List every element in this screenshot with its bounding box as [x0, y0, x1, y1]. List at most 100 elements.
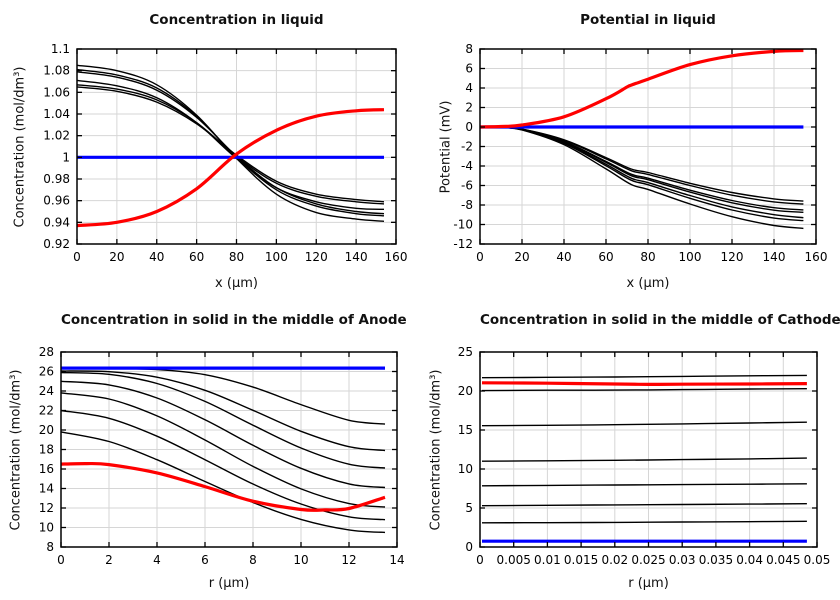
x-tick-label: 0.02 — [601, 553, 628, 567]
tick-labels: 0 20 40 60 80 100 120 140 160 0.92 0.94 0.96 0.98 1 1.… — [43, 42, 407, 264]
chart-potential-in-liquid: 0 20 40 60 80 100 120 140 160 -12 -10 -8 -6 -4 -2 0 2 4 6 8… — [420, 0, 840, 300]
y-tick-label: 1.1 — [51, 42, 70, 56]
y-tick-label: 1.02 — [43, 129, 70, 143]
series-lines — [479, 48, 804, 230]
y-tick-label: 26 — [39, 365, 54, 379]
tick-marks — [76, 48, 397, 245]
y-tick-label: -6 — [461, 179, 473, 193]
chart-concentration-in-liquid: 0 20 40 60 80 100 120 140 160 0.92 0.94 0.96 0.98 1 1.… — [0, 0, 420, 300]
y-tick-label: 15 — [458, 423, 473, 437]
x-tick-label: 80 — [229, 250, 244, 264]
y-tick-label: 0.92 — [43, 237, 70, 251]
series-line-black — [60, 371, 386, 469]
series-line-black — [481, 374, 807, 379]
x-tick-label: 60 — [189, 250, 204, 264]
tick-marks — [479, 351, 818, 548]
chart-title: Concentration in solid in the middle of … — [61, 312, 407, 328]
y-tick-label: 0 — [465, 120, 473, 134]
x-tick-label: 0.05 — [804, 553, 831, 567]
x-tick-label: 40 — [556, 250, 571, 264]
x-tick-label: 8 — [249, 553, 257, 567]
series-line-black — [481, 388, 807, 392]
series-line-black — [479, 126, 804, 202]
y-tick-label: 1.08 — [43, 64, 70, 78]
series-line-black — [76, 86, 385, 203]
x-tick-label: 20 — [514, 250, 529, 264]
chart-concentration-solid-anode: 0 2 4 6 8 10 12 14 8 10 12 14 16 18 20 22 24 26 28 Concent… — [0, 300, 420, 600]
y-tick-label: 8 — [465, 42, 473, 56]
series-line-black — [481, 457, 807, 462]
series-line-red — [76, 108, 385, 228]
series-line-black — [481, 520, 807, 524]
y-tick-label: 12 — [39, 501, 54, 515]
series-line-black — [60, 370, 386, 452]
grid-lines — [60, 351, 398, 548]
x-tick-label: 0.015 — [564, 553, 598, 567]
y-tick-label: 20 — [458, 384, 473, 398]
y-tick-label: -12 — [453, 237, 473, 251]
y-tick-label: -2 — [461, 140, 473, 154]
series-line-black — [76, 68, 385, 217]
series-lines — [76, 64, 385, 228]
y-tick-label: 10 — [39, 521, 54, 535]
x-tick-label: 100 — [679, 250, 702, 264]
plot-potential-in-liquid: 0 20 40 60 80 100 120 140 160 -12 -10 -8 -6 -4 -2 0 2 4 6 8 — [453, 42, 827, 264]
y-axis-label: Concentration (mol/dm³) — [428, 369, 444, 530]
y-tick-label: 22 — [39, 404, 54, 418]
x-axis-label: x (μm) — [626, 276, 670, 291]
series-line-black — [479, 126, 804, 211]
x-axis-label: r (μm) — [628, 576, 669, 591]
x-tick-label: 20 — [109, 250, 124, 264]
y-tick-label: 0.98 — [43, 172, 70, 186]
y-tick-label: 10 — [458, 462, 473, 476]
x-tick-label: 0 — [476, 250, 484, 264]
x-tick-label: 12 — [341, 553, 356, 567]
x-tick-label: 80 — [640, 250, 655, 264]
x-tick-label: 0.025 — [631, 553, 665, 567]
x-tick-label: 0.01 — [534, 553, 561, 567]
series-line-red — [60, 461, 386, 512]
x-tick-label: 6 — [201, 553, 209, 567]
x-tick-label: 140 — [763, 250, 786, 264]
y-tick-label: 28 — [39, 345, 54, 359]
y-tick-label: 6 — [465, 62, 473, 76]
series-line-black — [60, 392, 386, 508]
tick-marks — [479, 48, 817, 245]
x-tick-label: 0.045 — [766, 553, 800, 567]
chart-title: Potential in liquid — [580, 12, 716, 28]
x-tick-label: 140 — [345, 250, 368, 264]
y-tick-label: 1.04 — [43, 107, 70, 121]
y-tick-label: -10 — [453, 218, 473, 232]
series-line-black — [60, 431, 386, 534]
tick-labels: 0 20 40 60 80 100 120 140 160 -12 -10 -8 -6 -4 -2 0 2 4 6 8 — [453, 42, 827, 264]
x-tick-label: 120 — [305, 250, 328, 264]
series-line-black — [481, 421, 807, 427]
x-tick-label: 100 — [265, 250, 288, 264]
chart-concentration-solid-cathode: 0 0.005 0.01 0.015 0.02 0.025 0.03 0.035 0.04 0.0… — [420, 300, 840, 600]
chart-title: Concentration in solid in the middle of … — [480, 312, 840, 328]
x-axis-label: r (μm) — [208, 576, 250, 591]
x-tick-label: 4 — [153, 553, 161, 567]
x-tick-label: 40 — [149, 250, 164, 264]
plot-concentration-in-liquid: 0 20 40 60 80 100 120 140 160 0.92 0.94 0.96 0.98 1 1.… — [43, 42, 407, 264]
x-tick-label: 0.005 — [497, 553, 531, 567]
y-tick-label: 16 — [39, 462, 54, 476]
plot-concentration-solid-cathode: 0 0.005 0.01 0.015 0.02 0.025 0.03 0.035 0.04 0.0… — [458, 345, 831, 567]
y-tick-label: -4 — [461, 159, 473, 173]
y-tick-label: 0 — [465, 540, 473, 554]
grid-lines — [76, 48, 397, 245]
x-tick-label: 0 — [73, 250, 81, 264]
x-tick-label: 2 — [105, 553, 113, 567]
series-lines — [60, 366, 386, 534]
series-line-red — [481, 381, 807, 386]
y-tick-label: 4 — [465, 81, 473, 95]
y-tick-label: 1 — [62, 150, 70, 164]
x-tick-label: 0 — [57, 553, 65, 567]
x-tick-label: 0.035 — [699, 553, 733, 567]
series-line-black — [60, 409, 386, 521]
series-line-red — [479, 48, 804, 129]
y-tick-label: 5 — [465, 501, 473, 515]
